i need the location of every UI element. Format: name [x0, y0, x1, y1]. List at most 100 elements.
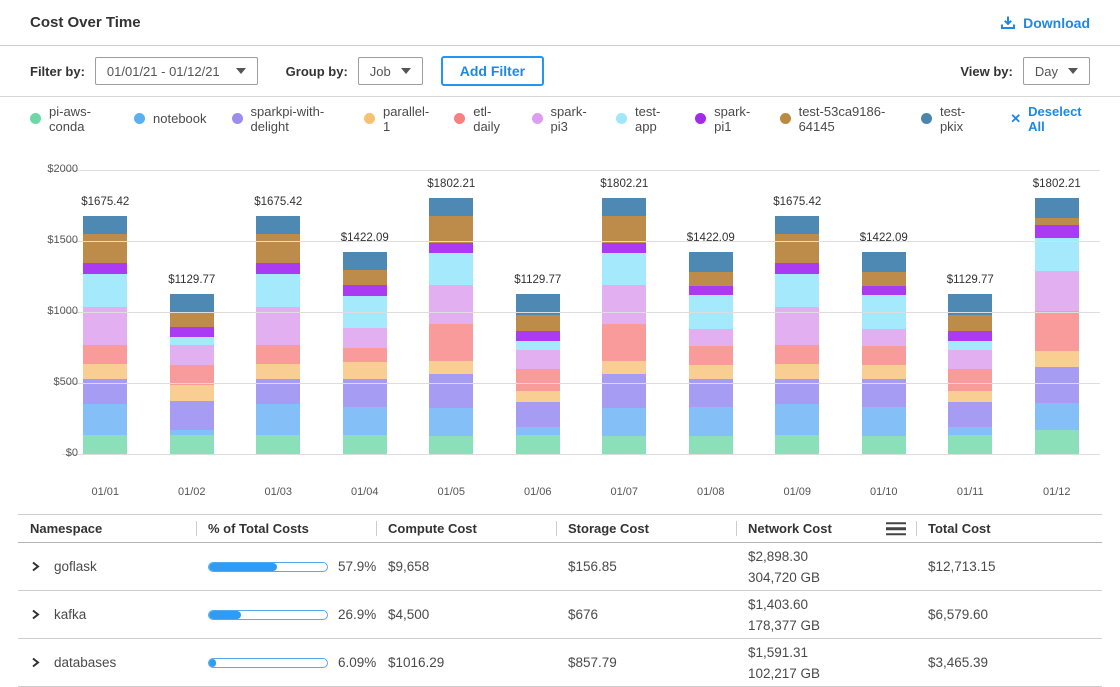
bar-segment-parallel-1[interactable] — [775, 364, 820, 380]
bar-segment-spark-pi3[interactable] — [83, 306, 128, 345]
bar-segment-test-53ca9186-64145[interactable] — [256, 233, 301, 264]
legend-item-parallel-1[interactable]: parallel-1 — [363, 104, 429, 134]
bar-segment-notebook[interactable] — [861, 407, 906, 436]
bar-segment-pi-aws-conda[interactable] — [688, 435, 733, 454]
bar-segment-pi-aws-conda[interactable] — [256, 435, 301, 454]
bar-segment-test-pkix[interactable] — [515, 293, 560, 315]
bar-segment-spark-pi1[interactable] — [602, 243, 647, 253]
bar-segment-sparkpi-with-delight[interactable] — [515, 401, 560, 427]
bar-segment-spark-pi1[interactable] — [861, 286, 906, 296]
bar-segment-pi-aws-conda[interactable] — [602, 435, 647, 454]
bar-segment-test-pkix[interactable] — [169, 293, 214, 314]
bar-segment-notebook[interactable] — [342, 407, 387, 436]
date-range-select[interactable]: 01/01/21 - 01/12/21 — [94, 57, 258, 85]
bar-segment-test-pkix[interactable] — [775, 216, 820, 234]
legend-item-notebook[interactable]: notebook — [134, 111, 207, 126]
bar-segment-test-app[interactable] — [83, 273, 128, 307]
legend-item-sparkpi-with-delight[interactable]: sparkpi-with-delight — [231, 104, 339, 134]
bar-segment-test-pkix[interactable] — [83, 216, 128, 234]
bar-segment-test-pkix[interactable] — [1034, 198, 1079, 219]
bar-segment-spark-pi1[interactable] — [169, 326, 214, 338]
bar-segment-test-53ca9186-64145[interactable] — [429, 215, 474, 244]
bar-segment-test-app[interactable] — [515, 341, 560, 351]
bar-segment-test-53ca9186-64145[interactable] — [688, 271, 733, 287]
bar-segment-notebook[interactable] — [169, 430, 214, 435]
bar-segment-pi-aws-conda[interactable] — [775, 435, 820, 454]
bar-segment-parallel-1[interactable] — [515, 390, 560, 402]
bar-segment-etl-daily[interactable] — [602, 323, 647, 362]
bar-segment-spark-pi1[interactable] — [342, 285, 387, 296]
legend-item-etl-daily[interactable]: etl-daily — [454, 104, 506, 134]
bar-segment-spark-pi1[interactable] — [1034, 225, 1079, 239]
bar-segment-etl-daily[interactable] — [256, 344, 301, 365]
bar-segment-notebook[interactable] — [429, 408, 474, 436]
table-row-databases[interactable]: databases 6.09% $1016.29 $857.79 $1,591.31 10… — [18, 639, 1102, 687]
bar-segment-parallel-1[interactable] — [861, 365, 906, 380]
bar-segment-sparkpi-with-delight[interactable] — [429, 374, 474, 409]
bar-segment-etl-daily[interactable] — [83, 344, 128, 365]
bar-segment-spark-pi3[interactable] — [256, 306, 301, 345]
bar-segment-parallel-1[interactable] — [169, 385, 214, 401]
bar-segment-test-app[interactable] — [775, 273, 820, 307]
bar-segment-spark-pi1[interactable] — [256, 263, 301, 274]
bar-segment-test-pkix[interactable] — [342, 252, 387, 271]
table-row-kafka[interactable]: kafka 26.9% $4,500 $676 $1,403.60 178,377 GB $… — [18, 591, 1102, 639]
bar-segment-sparkpi-with-delight[interactable] — [169, 400, 214, 431]
add-filter-button[interactable]: Add Filter — [440, 56, 545, 86]
bar-segment-spark-pi1[interactable] — [83, 263, 128, 274]
bar-segment-spark-pi3[interactable] — [948, 350, 993, 370]
bar-segment-spark-pi1[interactable] — [775, 263, 820, 274]
bar-segment-notebook[interactable] — [948, 426, 993, 435]
bar-segment-sparkpi-with-delight[interactable] — [602, 374, 647, 409]
bar-segment-notebook[interactable] — [775, 404, 820, 436]
group-by-select[interactable]: Job — [357, 57, 423, 85]
legend-item-pi-aws-conda[interactable]: pi-aws-conda — [30, 104, 109, 134]
bar-segment-test-53ca9186-64145[interactable] — [602, 215, 647, 244]
legend-item-spark-pi3[interactable]: spark-pi3 — [531, 104, 591, 134]
bar-segment-sparkpi-with-delight[interactable] — [948, 401, 993, 427]
bar-segment-pi-aws-conda[interactable] — [429, 435, 474, 454]
legend-item-test-app[interactable]: test-app — [616, 104, 670, 134]
column-menu-icon[interactable] — [886, 519, 906, 539]
bar-segment-notebook[interactable] — [1034, 403, 1079, 431]
bar-segment-notebook[interactable] — [602, 408, 647, 436]
bar-segment-spark-pi3[interactable] — [602, 285, 647, 324]
bar-segment-test-app[interactable] — [602, 252, 647, 286]
bar-segment-test-53ca9186-64145[interactable] — [775, 233, 820, 264]
bar-segment-parallel-1[interactable] — [1034, 350, 1079, 368]
legend-item-test-pkix[interactable]: test-pkix — [920, 104, 976, 134]
bar-segment-test-app[interactable] — [688, 295, 733, 329]
bar-segment-spark-pi3[interactable] — [515, 350, 560, 370]
bar-segment-spark-pi1[interactable] — [429, 243, 474, 253]
bar-segment-notebook[interactable] — [688, 407, 733, 436]
bar-segment-test-53ca9186-64145[interactable] — [169, 313, 214, 327]
bar-segment-spark-pi1[interactable] — [948, 330, 993, 342]
bar-segment-spark-pi1[interactable] — [515, 330, 560, 342]
bar-segment-parallel-1[interactable] — [429, 361, 474, 375]
legend-item-spark-pi1[interactable]: spark-pi1 — [695, 104, 754, 134]
bar-segment-etl-daily[interactable] — [688, 346, 733, 366]
view-by-select[interactable]: Day — [1022, 57, 1090, 85]
bar-segment-spark-pi3[interactable] — [429, 285, 474, 324]
bar-segment-pi-aws-conda[interactable] — [83, 435, 128, 454]
bar-segment-spark-pi3[interactable] — [169, 344, 214, 365]
bar-segment-pi-aws-conda[interactable] — [861, 435, 906, 454]
bar-segment-pi-aws-conda[interactable] — [1034, 430, 1079, 454]
bar-segment-test-53ca9186-64145[interactable] — [1034, 218, 1079, 226]
bar-segment-sparkpi-with-delight[interactable] — [1034, 367, 1079, 404]
bar-segment-test-app[interactable] — [861, 295, 906, 329]
bar-segment-test-53ca9186-64145[interactable] — [342, 270, 387, 286]
bar-segment-spark-pi3[interactable] — [861, 328, 906, 347]
bar-segment-test-app[interactable] — [1034, 238, 1079, 272]
bar-segment-spark-pi3[interactable] — [688, 328, 733, 347]
bar-segment-etl-daily[interactable] — [775, 344, 820, 365]
bar-segment-test-53ca9186-64145[interactable] — [515, 314, 560, 331]
bar-segment-test-app[interactable] — [948, 341, 993, 351]
bar-segment-test-pkix[interactable] — [602, 198, 647, 216]
bar-segment-etl-daily[interactable] — [515, 369, 560, 391]
bar-segment-spark-pi3[interactable] — [775, 306, 820, 345]
bar-segment-parallel-1[interactable] — [688, 365, 733, 380]
download-button[interactable]: Download — [1000, 15, 1090, 31]
bar-segment-parallel-1[interactable] — [342, 361, 387, 380]
bar-segment-etl-daily[interactable] — [169, 364, 214, 386]
